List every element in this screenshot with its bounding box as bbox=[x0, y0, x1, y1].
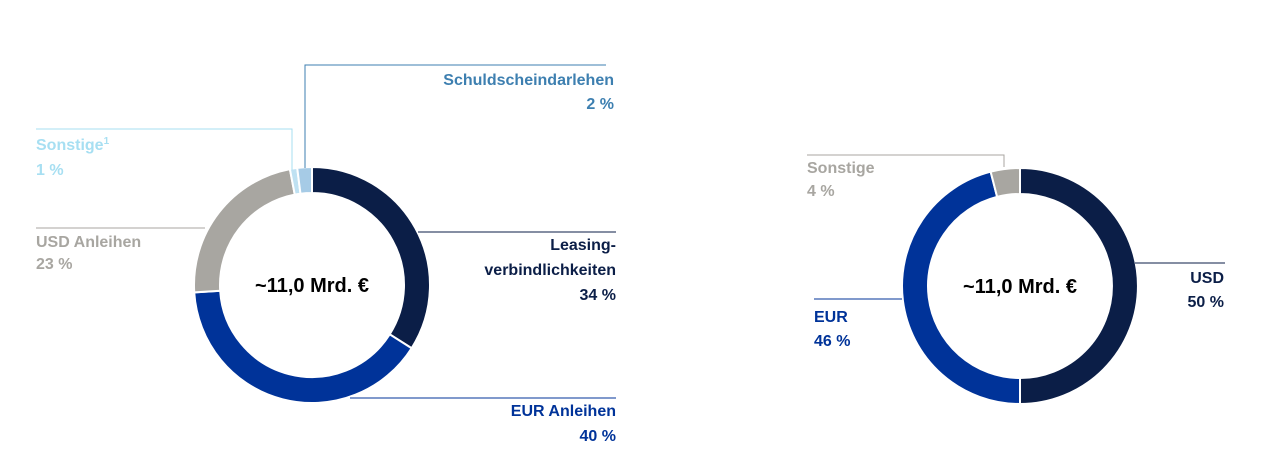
center-label: ~11,0 Mrd. € bbox=[255, 275, 369, 297]
data-label-usd-anleihen: USD Anleihen 23 % bbox=[36, 227, 205, 273]
category-label: verbindlichkeiten bbox=[484, 262, 616, 279]
value-label: 2 % bbox=[586, 96, 614, 113]
center-label: ~11,0 Mrd. € bbox=[963, 276, 1077, 298]
leader-line bbox=[36, 128, 293, 170]
data-label-eur: EUR 46 % bbox=[814, 298, 902, 350]
data-label-sonstige: Sonstige1 1 % bbox=[36, 128, 293, 179]
value-label: 46 % bbox=[814, 333, 850, 350]
value-label: 34 % bbox=[580, 287, 616, 304]
category-label: Leasing- bbox=[550, 237, 616, 254]
slice-eur-anleihen bbox=[193, 289, 414, 404]
leader-line bbox=[304, 64, 606, 168]
category-label: EUR Anleihen bbox=[511, 403, 616, 420]
value-label: 40 % bbox=[580, 428, 616, 445]
donut-chart-1: ~11,0 Mrd. € Leasing-verbindlichkeiten 34 … bbox=[36, 64, 616, 445]
data-label-leasing-verbindlichkeiten: Leasing-verbindlichkeiten 34 % bbox=[418, 231, 616, 304]
value-label: 1 % bbox=[36, 162, 64, 179]
category-label: EUR bbox=[814, 309, 848, 326]
slice-usd-anleihen bbox=[193, 167, 296, 294]
category-label: Sonstige bbox=[807, 160, 875, 177]
value-label: 4 % bbox=[807, 183, 835, 200]
data-label-usd: USD 50 % bbox=[1135, 262, 1225, 311]
category-label: USD Anleihen bbox=[36, 234, 141, 251]
data-label-sonstige: Sonstige 4 % bbox=[807, 154, 1005, 200]
leader-line bbox=[807, 154, 1005, 167]
category-label: Sonstige1 bbox=[36, 136, 110, 154]
value-label: 50 % bbox=[1188, 294, 1224, 311]
category-label: USD bbox=[1190, 270, 1224, 287]
data-label-eur-anleihen: EUR Anleihen 40 % bbox=[350, 397, 616, 445]
data-label-schuldscheindarlehen: Schuldscheindarlehen 2 % bbox=[304, 64, 614, 168]
slice-sonstige bbox=[989, 166, 1021, 199]
slice-schuldscheindarlehen bbox=[296, 165, 313, 195]
value-label: 23 % bbox=[36, 256, 72, 273]
slice-leasing-verbindlichkeiten bbox=[311, 165, 431, 350]
donut-chart-2: ~11,0 Mrd. € USD 50 % EUR 46 % Sonstige 4 % bbox=[807, 154, 1225, 406]
category-label: Schuldscheindarlehen bbox=[443, 72, 614, 89]
